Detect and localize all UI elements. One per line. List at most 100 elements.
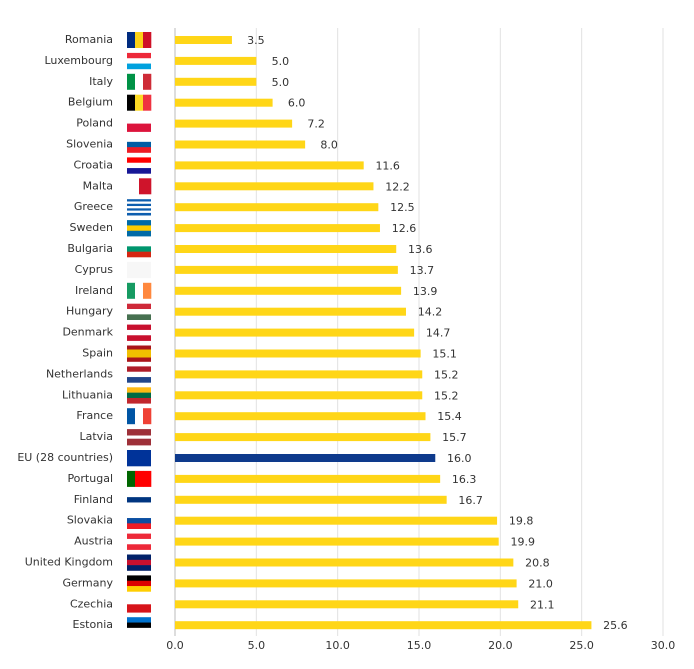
category-label: Luxembourg xyxy=(44,54,113,67)
category-label: Cyprus xyxy=(75,263,114,276)
flag-stripe xyxy=(127,178,140,195)
flag-stripe xyxy=(127,366,151,373)
bar xyxy=(175,98,273,107)
flag-stripe xyxy=(143,73,152,90)
bar xyxy=(175,495,447,504)
category-label: Sweden xyxy=(70,221,113,234)
flag-stripe xyxy=(127,518,151,524)
flag-stripe xyxy=(127,353,151,358)
flag-stripe xyxy=(127,210,151,214)
flag-stripe xyxy=(139,178,152,195)
flag-stripe xyxy=(135,470,144,487)
bar xyxy=(175,119,293,128)
value-label: 8.0 xyxy=(320,139,338,152)
value-label: 13.7 xyxy=(410,264,435,277)
x-tick-label: 25.0 xyxy=(569,639,594,652)
value-label: 21.1 xyxy=(530,598,555,611)
flag-stripe xyxy=(127,497,151,503)
value-label: 11.6 xyxy=(375,159,400,172)
flag-stripe xyxy=(127,303,151,310)
flag-stripe xyxy=(127,441,151,446)
category-label: Slovenia xyxy=(66,138,113,151)
value-label: 13.6 xyxy=(408,243,433,256)
category-label: Italy xyxy=(89,75,113,88)
category-label: Austria xyxy=(74,535,113,548)
category-label: EU (28 countries) xyxy=(17,451,113,464)
flag-stripe xyxy=(127,230,151,237)
bar xyxy=(175,558,514,567)
flag-stripe xyxy=(127,575,151,582)
flag-stripe xyxy=(127,168,151,174)
bar xyxy=(175,600,519,609)
flag-stripe xyxy=(127,512,151,519)
bar xyxy=(175,307,406,316)
flag-stripe xyxy=(127,73,136,90)
value-label: 20.8 xyxy=(525,557,550,570)
flag-stripe xyxy=(127,220,151,226)
value-label: 7.2 xyxy=(307,118,325,131)
value-label: 15.1 xyxy=(432,348,457,361)
flag-stripe xyxy=(127,559,151,566)
flag-stripe xyxy=(127,94,136,111)
flag-stripe xyxy=(127,58,151,64)
flag-stripe xyxy=(143,408,152,425)
flag-stripe xyxy=(127,450,151,467)
category-label: Poland xyxy=(76,117,113,130)
value-label: 15.2 xyxy=(434,368,459,381)
flag-stripe xyxy=(127,345,151,350)
flag-stripe xyxy=(127,533,151,540)
value-label: 14.7 xyxy=(426,327,451,340)
bar xyxy=(175,265,398,274)
x-tick-label: 30.0 xyxy=(651,639,676,652)
flag-stripe xyxy=(127,123,151,132)
flag-stripe xyxy=(127,397,151,404)
value-label: 12.5 xyxy=(390,201,415,214)
value-label: 12.6 xyxy=(392,222,417,235)
value-label: 16.0 xyxy=(447,452,472,465)
flag-stripe xyxy=(127,544,151,550)
flag-stripe xyxy=(127,324,151,331)
category-label: Hungary xyxy=(66,305,113,318)
bar xyxy=(175,412,426,421)
bar xyxy=(175,454,436,462)
value-label: 19.9 xyxy=(510,536,535,549)
category-label: Greece xyxy=(74,200,113,213)
flag-stripe xyxy=(143,32,152,48)
bar xyxy=(175,433,431,442)
flag-stripe xyxy=(127,246,151,252)
bar xyxy=(175,245,397,253)
flag-stripe xyxy=(127,349,151,354)
flag-stripe xyxy=(127,309,151,315)
value-label: 25.6 xyxy=(603,619,628,632)
bar xyxy=(175,36,232,44)
category-label: Portugal xyxy=(67,472,113,485)
flag-stripe xyxy=(127,335,151,341)
bar xyxy=(175,391,423,400)
flag-stripe xyxy=(127,371,151,378)
bar xyxy=(175,621,592,630)
bar xyxy=(175,474,441,483)
category-label: Estonia xyxy=(73,618,114,631)
value-label: 6.0 xyxy=(288,97,306,110)
flag-stripe xyxy=(127,329,151,336)
flag-stripe xyxy=(127,408,136,425)
flag-stripe xyxy=(135,94,144,111)
flag-stripe xyxy=(127,627,151,634)
value-label: 5.0 xyxy=(272,76,290,89)
flag-stripe xyxy=(127,392,151,399)
flag-stripe xyxy=(127,357,151,362)
flag-stripe xyxy=(127,147,151,153)
category-label: France xyxy=(76,409,113,422)
bar xyxy=(175,516,498,525)
flag-stripe xyxy=(127,251,151,258)
flag-stripe xyxy=(127,523,151,529)
flag-stripe xyxy=(127,241,151,247)
flag-stripe xyxy=(127,554,151,561)
value-label: 12.2 xyxy=(385,180,410,193)
flag-stripe xyxy=(127,115,151,124)
x-tick-label: 20.0 xyxy=(488,639,513,652)
flag-stripe xyxy=(127,586,151,592)
flag-stripe xyxy=(127,491,151,498)
